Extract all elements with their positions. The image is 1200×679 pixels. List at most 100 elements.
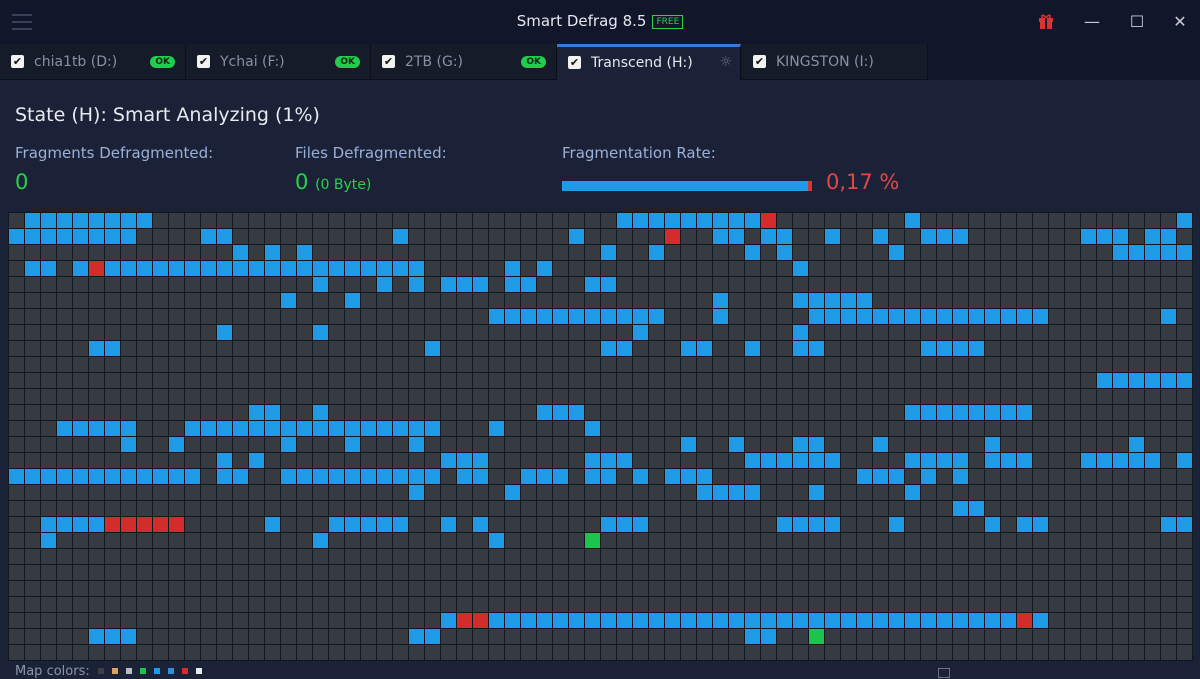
map-cell-free — [585, 485, 600, 500]
map-cell-free — [761, 373, 776, 388]
map-cell-free — [281, 373, 296, 388]
map-cell-free — [953, 581, 968, 596]
map-cell-free — [585, 373, 600, 388]
maximize-button[interactable]: ☐ — [1129, 12, 1145, 31]
map-cell-free — [1081, 629, 1096, 644]
map-cell-free — [633, 357, 648, 372]
map-cell-free — [489, 341, 504, 356]
map-cell-free — [1081, 373, 1096, 388]
map-cell-free — [137, 437, 152, 452]
map-cell-free — [185, 501, 200, 516]
map-cell-free — [681, 517, 696, 532]
tab-drive-i[interactable]: ✔ KINGSTON (I:) — [742, 44, 928, 80]
map-cell-free — [265, 565, 280, 580]
drive-checkbox[interactable]: ✔ — [11, 55, 24, 68]
map-cell-used — [905, 213, 920, 228]
map-cell-free — [825, 325, 840, 340]
map-cell-used — [617, 309, 632, 324]
tab-drive-d[interactable]: ✔ chia1tb (D:) OK — [0, 44, 186, 80]
legend-checkbox[interactable] — [938, 668, 950, 678]
map-cell-free — [313, 213, 328, 228]
map-cell-used — [217, 261, 232, 276]
map-cell-used — [953, 405, 968, 420]
map-cell-used — [521, 277, 536, 292]
map-cell-used — [1161, 229, 1176, 244]
map-cell-used — [377, 261, 392, 276]
map-cell-used — [89, 213, 104, 228]
map-cell-free — [569, 437, 584, 452]
map-cell-used — [777, 453, 792, 468]
map-cell-free — [889, 501, 904, 516]
map-cell-free — [985, 549, 1000, 564]
map-cell-free — [697, 245, 712, 260]
map-cell-free — [105, 405, 120, 420]
drive-checkbox[interactable]: ✔ — [753, 55, 766, 68]
map-cell-used — [553, 613, 568, 628]
map-cell-free — [697, 309, 712, 324]
map-cell-used — [185, 261, 200, 276]
tab-drive-g[interactable]: ✔ 2TB (G:) OK — [371, 44, 557, 80]
map-cell-free — [361, 373, 376, 388]
map-cell-free — [1049, 421, 1064, 436]
drive-checkbox[interactable]: ✔ — [568, 56, 581, 69]
minimize-button[interactable]: — — [1084, 12, 1100, 31]
map-cell-free — [1049, 597, 1064, 612]
map-cell-free — [25, 597, 40, 612]
map-cell-free — [185, 357, 200, 372]
drive-checkbox[interactable]: ✔ — [382, 55, 395, 68]
tab-drive-h[interactable]: ✔ Transcend (H:) ☼ — [557, 44, 741, 80]
map-cell-free — [25, 373, 40, 388]
close-button[interactable]: ✕ — [1173, 12, 1187, 31]
map-cell-used — [441, 277, 456, 292]
map-cell-free — [1001, 373, 1016, 388]
map-cell-free — [617, 549, 632, 564]
map-cell-free — [521, 373, 536, 388]
map-cell-free — [793, 309, 808, 324]
map-cell-free — [665, 261, 680, 276]
map-cell-free — [201, 549, 216, 564]
map-cell-free — [681, 629, 696, 644]
map-cell-free — [1145, 437, 1160, 452]
map-cell-free — [521, 293, 536, 308]
map-cell-free — [633, 629, 648, 644]
status-badge: OK — [150, 56, 175, 68]
map-cell-free — [297, 325, 312, 340]
map-cell-free — [601, 581, 616, 596]
map-cell-free — [457, 629, 472, 644]
map-cell-free — [857, 341, 872, 356]
map-cell-used — [745, 629, 760, 644]
map-cell-used — [777, 613, 792, 628]
map-cell-free — [553, 437, 568, 452]
map-cell-free — [841, 421, 856, 436]
map-cell-free — [473, 261, 488, 276]
gift-icon[interactable] — [1034, 10, 1058, 34]
map-cell-free — [185, 629, 200, 644]
map-cell-free — [1033, 501, 1048, 516]
drive-checkbox[interactable]: ✔ — [197, 55, 210, 68]
map-cell-used — [617, 453, 632, 468]
map-cell-used — [25, 261, 40, 276]
tab-drive-f[interactable]: ✔ Ychai (F:) OK — [186, 44, 371, 80]
map-cell-free — [265, 293, 280, 308]
map-cell-free — [537, 517, 552, 532]
map-cell-used — [1097, 373, 1112, 388]
map-cell-used — [489, 613, 504, 628]
map-cell-free — [985, 485, 1000, 500]
map-cell-free — [249, 341, 264, 356]
map-cell-free — [201, 613, 216, 628]
map-cell-free — [425, 549, 440, 564]
map-cell-free — [649, 501, 664, 516]
map-cell-used — [777, 229, 792, 244]
map-cell-free — [1001, 437, 1016, 452]
map-cell-free — [313, 517, 328, 532]
map-cell-free — [505, 389, 520, 404]
map-cell-free — [729, 277, 744, 292]
map-cell-free — [1049, 341, 1064, 356]
map-cell-fragmented — [473, 613, 488, 628]
map-cell-used — [1017, 309, 1032, 324]
map-cell-free — [889, 597, 904, 612]
map-cell-free — [617, 245, 632, 260]
hamburger-menu-icon[interactable] — [12, 14, 32, 30]
map-cell-free — [793, 533, 808, 548]
map-cell-used — [1177, 453, 1192, 468]
